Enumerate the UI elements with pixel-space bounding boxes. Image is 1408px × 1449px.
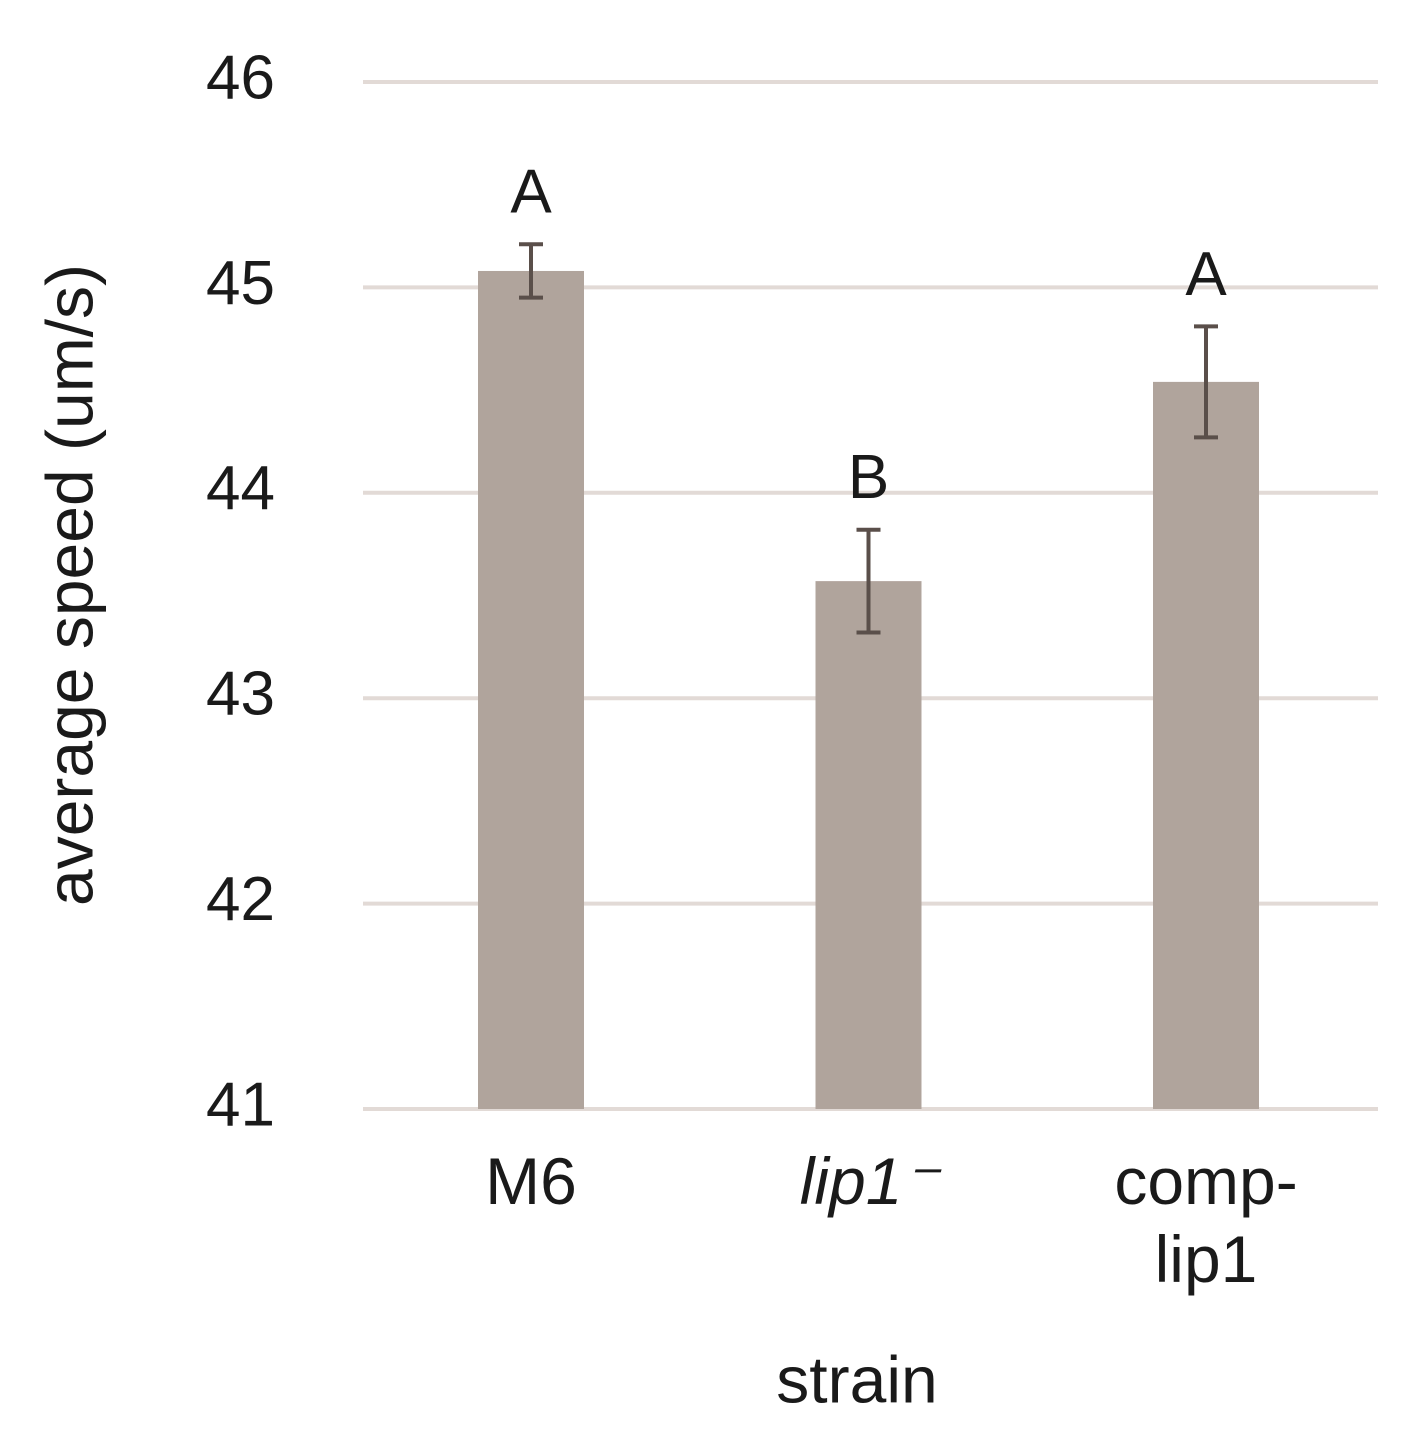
y-tick-label: 46 xyxy=(206,43,275,112)
x-tick-label: M6 xyxy=(485,1144,577,1218)
annotation: A xyxy=(1185,240,1227,309)
y-axis-title: average speed (um/s) xyxy=(32,264,106,906)
bar xyxy=(478,270,584,1109)
y-tick-label: 44 xyxy=(206,454,275,523)
x-tick-label: lip1⁻ xyxy=(799,1144,938,1218)
bar xyxy=(1153,381,1259,1109)
x-axis-title: strain xyxy=(776,1342,937,1416)
y-tick-label: 41 xyxy=(206,1070,275,1139)
y-tick-label: 45 xyxy=(206,249,275,318)
y-tick-label: 43 xyxy=(206,660,275,729)
x-tick-label: comp-lip1 xyxy=(1114,1144,1298,1296)
annotation: A xyxy=(510,158,552,227)
annotation: B xyxy=(848,443,889,512)
bar xyxy=(815,581,922,1109)
y-tick-label: 42 xyxy=(206,865,275,934)
